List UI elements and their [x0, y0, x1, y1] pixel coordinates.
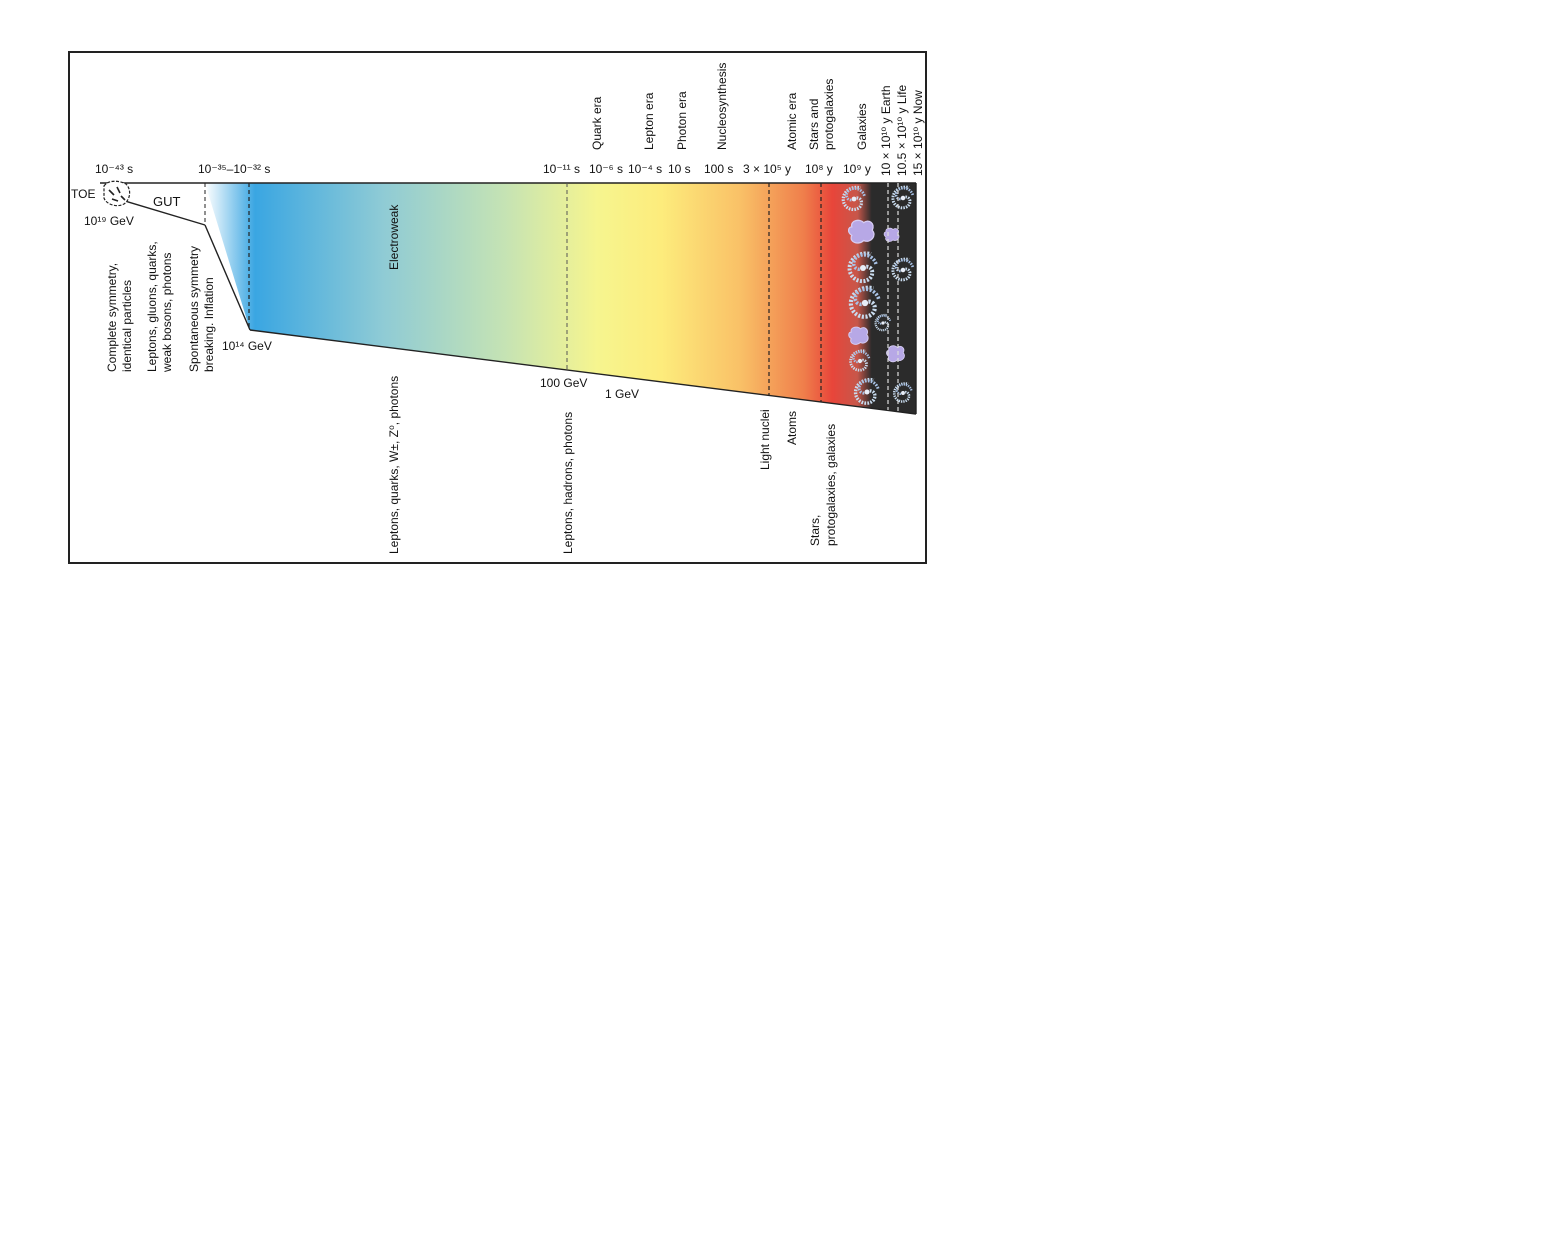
desc-leptons-hadrons: Leptons, hadrons, photons [561, 412, 575, 554]
band-outline [100, 182, 917, 415]
time-label-lepton: 10⁻⁴ s [628, 162, 662, 176]
toe-patch [103, 180, 131, 207]
desc-light-nuclei: Light nuclei [758, 409, 772, 470]
desc-stars: Stars, [808, 515, 822, 546]
time-label-electroweak: 10⁻¹¹ s [543, 162, 580, 176]
time-label-nucleosynthesis: 100 s [704, 162, 733, 176]
time-axis-labels: 10⁻⁴³ s 10⁻³⁵–10⁻³² s 10⁻¹¹ s 10⁻⁶ s 10⁻… [95, 162, 871, 176]
era-label-nucleosynthesis: Nucleosynthesis [715, 63, 729, 150]
time-label-photon: 10 s [668, 162, 691, 176]
era-label-galaxies: Galaxies [855, 103, 869, 150]
energy-label-1e14: 10¹⁴ GeV [222, 339, 272, 353]
era-label-protogalaxies: protogalaxies [822, 79, 836, 150]
gut-label: GUT [153, 194, 181, 209]
time-label-quark: 10⁻⁶ s [589, 162, 623, 176]
era-label-lepton: Lepton era [642, 92, 656, 150]
time-label-stars: 10⁸ y [805, 162, 833, 176]
energy-labels: 10¹⁹ GeV 10¹⁴ GeV 100 GeV 1 GeV [84, 214, 639, 401]
description-labels: Complete symmetry, identical particles L… [105, 241, 838, 554]
time-label-atomic: 3 × 10⁵ y [743, 162, 791, 176]
energy-label-1gev: 1 GeV [605, 387, 639, 401]
time-label-inflation: 10⁻³⁵–10⁻³² s [198, 162, 270, 176]
era-label-photon: Photon era [675, 91, 689, 150]
era-label-life: 10.5 × 10¹⁰ y Life [895, 84, 909, 176]
desc-identical-particles: identical particles [120, 280, 134, 372]
energy-label-100gev: 100 GeV [540, 376, 587, 390]
time-label-galaxies: 10⁹ y [843, 162, 871, 176]
era-label-atomic: Atomic era [785, 92, 799, 150]
desc-weak-bosons: weak bosons, photons [160, 253, 174, 373]
desc-inflation: breaking. Inflation [202, 277, 216, 372]
desc-protogalaxies-galaxies: protogalaxies, galaxies [824, 424, 838, 546]
time-label-toe: 10⁻⁴³ s [95, 162, 133, 176]
era-label-quark: Quark era [590, 96, 604, 150]
energy-label-1e19: 10¹⁹ GeV [84, 214, 134, 228]
desc-atoms: Atoms [785, 411, 799, 445]
desc-spontaneous-symmetry: Spontaneous symmetry [187, 246, 201, 372]
era-boundaries [204, 183, 899, 411]
era-label-stars-and: Stars and [807, 99, 821, 150]
era-label-now: 15 × 10¹⁰ y Now [911, 90, 925, 176]
era-labels: Quark era Lepton era Photon era Nucleosy… [590, 63, 925, 176]
figure-frame [68, 51, 927, 564]
desc-complete-symmetry: Complete symmetry, [105, 263, 119, 372]
desc-leptons-gluons: Leptons, gluons, quarks, [145, 241, 159, 372]
era-label-earth: 10 × 10¹⁰ y Earth [879, 85, 893, 176]
toe-label: TOE [71, 187, 95, 201]
desc-leptons-quarks-w-z: Leptons, quarks, W±, Z⁰, photons [387, 376, 401, 554]
band-labels: TOE GUT Electroweak [71, 187, 401, 270]
electroweak-label: Electroweak [387, 204, 401, 270]
